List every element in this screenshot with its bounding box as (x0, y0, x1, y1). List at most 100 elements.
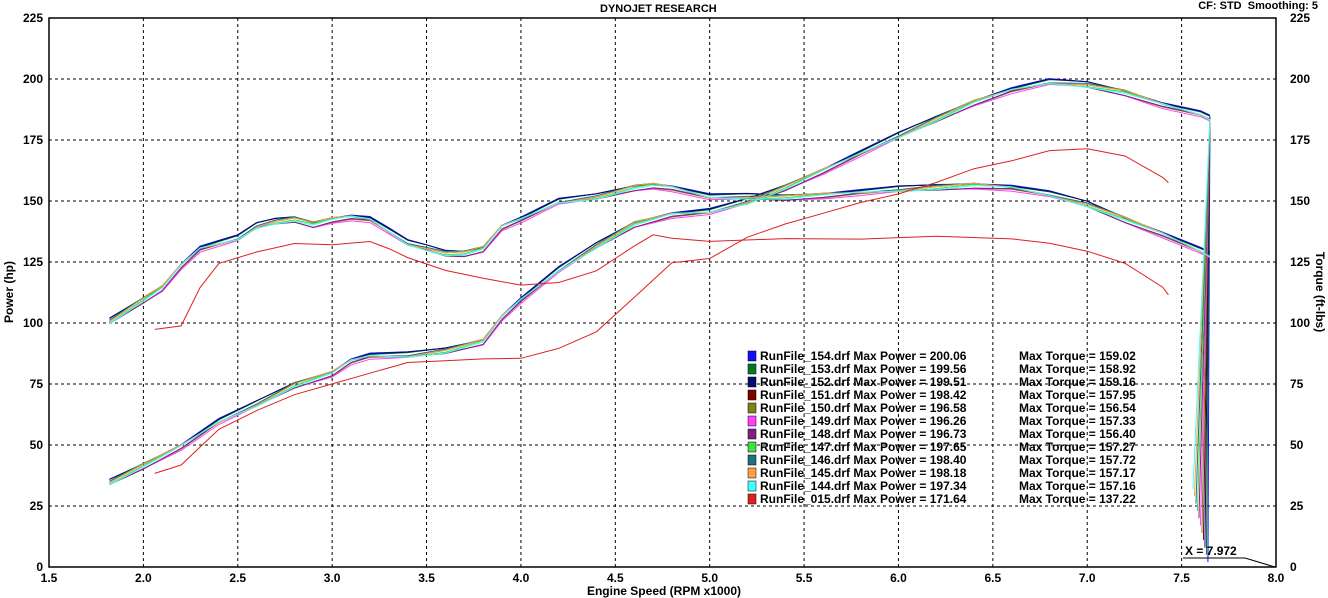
x-tick-label: 8.0 (1268, 571, 1285, 585)
plot-border (48, 17, 1277, 568)
legend-swatch (747, 493, 757, 505)
legend-swatch (747, 480, 757, 492)
x-tick-label: 7.0 (1079, 571, 1096, 585)
y2-tick-label: 75 (1290, 377, 1304, 391)
legend-swatch (747, 402, 757, 414)
legend-entry: RunFile_145.drf Max Power = 198.18 (760, 466, 967, 480)
x-tick-label: 1.5 (41, 571, 58, 585)
legend-entry: RunFile_150.drf Max Power = 196.58 (760, 401, 967, 415)
torque-line (109, 182, 1211, 321)
y2-tick-label: 50 (1290, 438, 1304, 452)
y-tick-label: 100 (23, 316, 43, 330)
y2-tick-label: 0 (1290, 560, 1297, 574)
y2-tick-label: 200 (1290, 72, 1310, 86)
settings-readout: CF: STD Smoothing: 5 (1198, 0, 1318, 12)
y-tick-label: 75 (30, 377, 44, 391)
legend: RunFile_154.drf Max Power = 200.06 Max To… (747, 349, 1136, 506)
torque-line (154, 234, 1169, 330)
legend-entry: RunFile_152.drf Max Power = 199.51 (760, 375, 967, 389)
y2-axis-label: Torque (ft-lbs) (1313, 252, 1327, 332)
legend-torque: Max Torque = 157.27 (1019, 440, 1136, 454)
legend-swatch (747, 428, 757, 440)
x-tick-label: 4.5 (607, 571, 624, 585)
series-10-lines (109, 82, 1211, 489)
legend-swatch (747, 467, 757, 479)
torque-line (109, 184, 1211, 325)
legend-entry: RunFile_146.drf Max Power = 198.40 (760, 453, 967, 467)
x-tick-label: 5.5 (796, 571, 813, 585)
legend-torque: Max Torque = 159.16 (1019, 375, 1136, 389)
plot-frame (48, 17, 1277, 568)
y-tick-labels: 0 25 50 75 100 125 150 175 200 225 (23, 11, 43, 574)
legend-torque: Max Torque = 157.16 (1019, 479, 1136, 493)
legend-entry: RunFile_153.drf Max Power = 199.56 (760, 362, 967, 376)
cursor-pointer (1244, 557, 1276, 568)
y-tick-label: 50 (30, 438, 44, 452)
legend-entry: RunFile_015.drf Max Power = 171.64 (760, 492, 967, 506)
y-tick-label: 150 (23, 194, 43, 208)
legend-torque: Max Torque = 159.02 (1019, 349, 1136, 363)
x-tick-label: 6.0 (890, 571, 907, 585)
y-tick-label: 0 (36, 560, 43, 574)
cursor-value: X = 7.972 (1185, 544, 1237, 558)
series-015-lines (154, 148, 1169, 474)
y-tick-label: 175 (23, 133, 43, 147)
y2-tick-label: 100 (1290, 316, 1310, 330)
legend-torque: Max Torque = 157.95 (1019, 388, 1136, 402)
y2-tick-label: 125 (1290, 255, 1310, 269)
torque-line (109, 183, 1211, 324)
y2-tick-label: 175 (1290, 133, 1310, 147)
y-tick-label: 225 (23, 11, 43, 25)
legend-entry: RunFile_151.drf Max Power = 198.42 (760, 388, 967, 402)
power-line (109, 82, 1211, 486)
y2-tick-label: 150 (1290, 194, 1310, 208)
legend-swatch (747, 350, 757, 362)
y-tick-label: 125 (23, 255, 43, 269)
cursor-readout: X = 7.972 (1183, 544, 1276, 568)
legend-swatch (747, 363, 757, 375)
torque-line (109, 187, 1211, 325)
torque-line (109, 183, 1211, 319)
dyno-curves (109, 78, 1211, 563)
legend-torque: Max Torque = 158.92 (1019, 362, 1136, 376)
legend-torque: Max Torque = 157.17 (1019, 466, 1136, 480)
legend-torque: Max Torque = 157.33 (1019, 414, 1136, 428)
y-axis-label: Power (hp) (2, 261, 16, 323)
torque-line (109, 187, 1211, 324)
legend-torque: Max Torque = 156.54 (1019, 401, 1136, 415)
x-tick-label: 3.0 (324, 571, 341, 585)
x-tick-label: 4.0 (513, 571, 530, 585)
torque-line (109, 183, 1211, 319)
x-tick-label: 6.5 (985, 571, 1002, 585)
torque-line (109, 188, 1211, 324)
chart-title: DYNOJET RESEARCH (600, 3, 717, 15)
x-tick-label: 5.0 (701, 571, 718, 585)
run-end-line (1192, 119, 1211, 489)
legend-entry: RunFile_149.drf Max Power = 196.26 (760, 414, 967, 428)
legend-entry: RunFile_148.drf Max Power = 196.73 (760, 427, 967, 441)
legend-torque: Max Torque = 157.72 (1019, 453, 1136, 467)
y2-tick-label: 225 (1290, 11, 1310, 25)
x-tick-label: 2.0 (135, 571, 152, 585)
x-tick-labels: 1.5 2.0 2.5 3.0 3.5 4.0 4.5 5.0 5.5 6.0 6.5 7.0 7.5 8… (41, 571, 1285, 585)
legend-swatch (747, 389, 757, 401)
legend-swatch (747, 376, 757, 388)
legend-entry: RunFile_147.drf Max Power = 197.65 (760, 440, 967, 454)
legend-swatch (747, 415, 757, 427)
torque-line (109, 183, 1211, 319)
y2-tick-label: 25 (1290, 499, 1304, 513)
legend-torque: Max Torque = 137.22 (1019, 492, 1136, 506)
torque-line (109, 182, 1211, 323)
torque-line (109, 182, 1211, 323)
x-tick-label: 7.5 (1173, 571, 1190, 585)
legend-swatch (747, 441, 757, 453)
legend-entry: RunFile_154.drf Max Power = 200.06 (760, 349, 967, 363)
x-tick-label: 2.5 (229, 571, 246, 585)
y-tick-label: 200 (23, 72, 43, 86)
grid-lines (49, 18, 1276, 567)
legend-torque: Max Torque = 156.40 (1019, 427, 1136, 441)
power-line (154, 148, 1169, 474)
y2-tick-labels: 0 25 50 75 100 125 150 175 200 225 (1290, 11, 1310, 574)
y-tick-label: 25 (30, 499, 44, 513)
